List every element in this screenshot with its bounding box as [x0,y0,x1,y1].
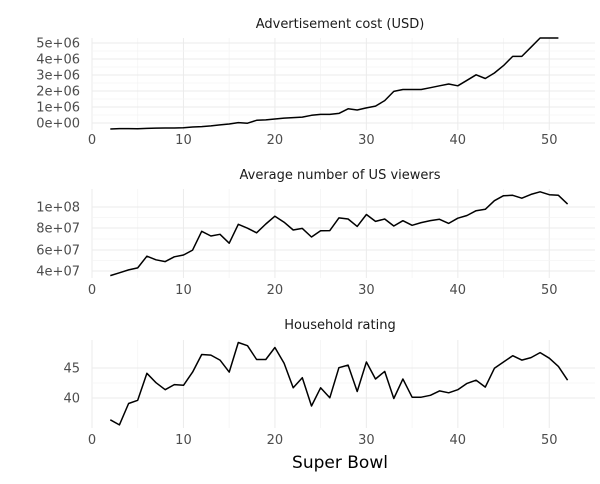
y-tick-label: 1e+06 [36,101,80,116]
y-tick-label: 6e+07 [36,244,80,259]
x-axis-label: Super Bowl [292,453,388,473]
panel-2: 4e+07 6e+07 8e+07 1e+08 0 10 20 30 40 50 Average n… [36,168,595,298]
x-tick-label: 20 [267,433,284,448]
x-tick-label: 20 [267,283,284,298]
y-tick-label: 5e+06 [36,37,80,52]
x-tick-label: 20 [267,133,284,148]
panel-title: Advertisement cost (USD) [256,17,425,32]
x-tick-label: 40 [450,433,467,448]
x-tick-label: 50 [541,433,558,448]
series-line [110,37,559,130]
x-tick-label: 10 [175,433,192,448]
x-tick-label: 40 [450,283,467,298]
x-tick-label: 10 [175,133,192,148]
x-tick-label: 30 [358,133,375,148]
panel-title: Household rating [284,318,395,333]
x-tick-label: 10 [175,283,192,298]
x-tick-label: 0 [88,133,96,148]
x-tick-label: 50 [541,133,558,148]
x-tick-label: 30 [358,283,375,298]
y-tick-label: 8e+07 [36,222,80,237]
series-line [110,191,569,277]
y-tick-label: 2e+06 [36,85,80,100]
y-tick-label: 3e+06 [36,69,80,84]
x-tick-label: 30 [358,433,375,448]
y-tick-label: 1e+08 [36,201,80,216]
x-tick-label: 0 [88,283,96,298]
x-tick-label: 0 [88,433,96,448]
panel-3: 40 45 0 10 20 30 40 50 Household rating [63,318,595,448]
y-tick-label: 45 [63,362,80,377]
y-tick-label: 0e+00 [36,117,80,132]
y-tick-label: 4e+06 [36,53,80,68]
x-tick-label: 40 [450,133,467,148]
series-line [109,341,569,426]
x-tick-label: 50 [541,283,558,298]
panel-title: Average number of US viewers [240,168,441,183]
y-tick-label: 4e+07 [36,265,80,280]
y-tick-label: 40 [63,392,80,407]
